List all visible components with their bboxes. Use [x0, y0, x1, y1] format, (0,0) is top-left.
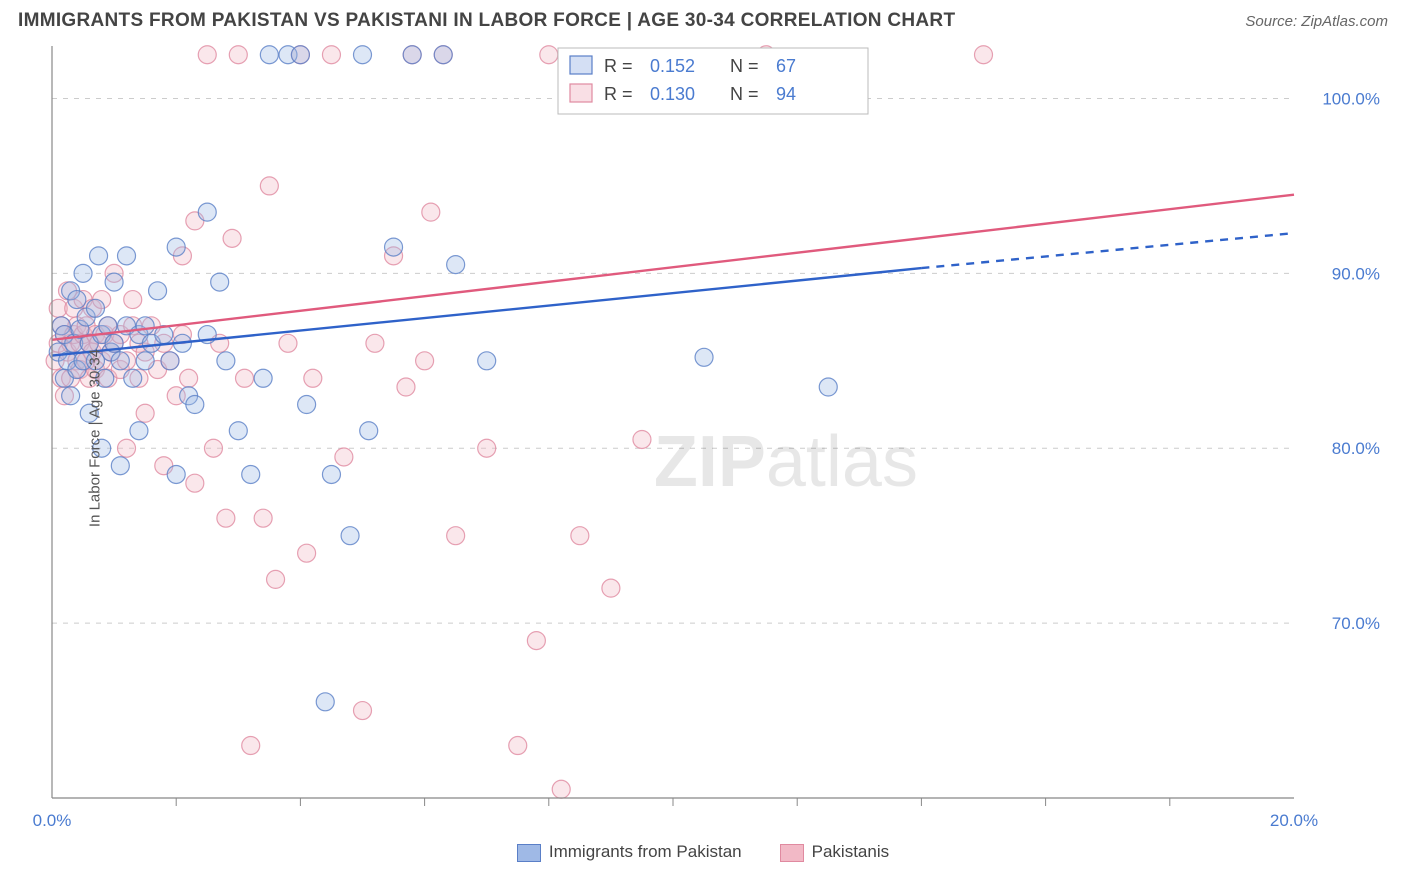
legend-swatch-pakistanis-icon: [780, 844, 804, 862]
svg-text:70.0%: 70.0%: [1332, 614, 1380, 633]
legend-item-immigrants: Immigrants from Pakistan: [517, 842, 742, 862]
legend-label-1: Pakistanis: [812, 842, 889, 861]
svg-text:100.0%: 100.0%: [1322, 89, 1380, 108]
svg-text:0.0%: 0.0%: [33, 811, 72, 830]
legend-label-0: Immigrants from Pakistan: [549, 842, 742, 861]
svg-text:0.152: 0.152: [650, 56, 695, 76]
y-axis-label: In Labor Force | Age 30-34: [87, 349, 104, 527]
svg-text:20.0%: 20.0%: [1270, 811, 1318, 830]
chart-title: IMMIGRANTS FROM PAKISTAN VS PAKISTANI IN…: [18, 10, 955, 32]
legend-swatch-immigrants-icon: [517, 844, 541, 862]
svg-text:94: 94: [776, 84, 796, 104]
svg-text:67: 67: [776, 56, 796, 76]
source-prefix: Source:: [1245, 13, 1301, 30]
svg-text:ZIPatlas: ZIPatlas: [654, 422, 918, 502]
svg-text:0.130: 0.130: [650, 84, 695, 104]
bottom-legend: Immigrants from Pakistan Pakistanis: [0, 842, 1406, 862]
svg-text:N =: N =: [730, 56, 759, 76]
svg-text:N =: N =: [730, 84, 759, 104]
correlation-scatter-chart: 70.0% 80.0% 90.0% 100.0% ZIPatlas R = 0.152 N =…: [12, 38, 1394, 838]
source-value: ZipAtlas.com: [1301, 13, 1388, 30]
svg-text:R =: R =: [604, 84, 633, 104]
svg-text:R =: R =: [604, 56, 633, 76]
svg-text:80.0%: 80.0%: [1332, 439, 1380, 458]
legend-item-pakistanis: Pakistanis: [780, 842, 889, 862]
svg-text:90.0%: 90.0%: [1332, 264, 1380, 283]
source-label: Source: ZipAtlas.com: [1245, 13, 1388, 30]
